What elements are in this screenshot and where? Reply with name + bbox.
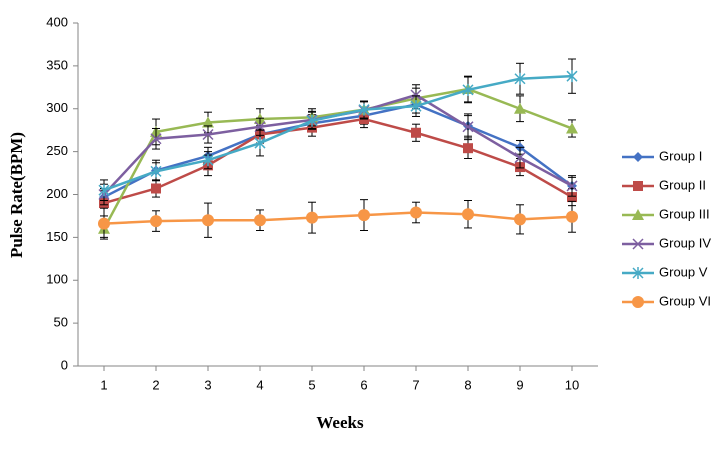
series-line — [102, 87, 573, 230]
legend-label: Group I — [659, 148, 702, 163]
marker — [358, 103, 370, 116]
marker — [150, 133, 162, 145]
marker — [514, 72, 526, 85]
y-axis-title: Pulse Rate(BPM) — [7, 132, 26, 258]
marker — [151, 183, 161, 194]
marker — [410, 89, 422, 101]
series-line — [103, 103, 573, 199]
marker — [306, 211, 318, 224]
x-tick-label: 5 — [308, 377, 315, 392]
marker — [254, 214, 266, 227]
marker — [632, 267, 644, 279]
x-tick-label: 10 — [565, 377, 579, 392]
y-tick-label: 250 — [46, 143, 68, 158]
legend-label: Group II — [659, 177, 706, 192]
y-tick-label: 200 — [46, 186, 68, 201]
marker — [514, 152, 526, 164]
marker — [202, 116, 214, 128]
x-tick-label: 6 — [360, 377, 367, 392]
x-axis-title: Weeks — [316, 413, 364, 432]
marker — [410, 206, 422, 219]
y-tick-label: 0 — [61, 357, 68, 372]
marker — [566, 180, 578, 192]
marker — [462, 121, 474, 133]
x-tick-label: 3 — [204, 377, 211, 392]
marker — [462, 83, 474, 96]
marker — [411, 127, 421, 138]
marker — [306, 114, 318, 127]
x-tick-label: 2 — [152, 377, 159, 392]
marker — [254, 137, 266, 150]
marker — [632, 238, 644, 250]
legend-label: Group V — [659, 264, 708, 279]
marker — [566, 70, 578, 83]
y-tick-label: 300 — [46, 100, 68, 115]
marker — [632, 209, 644, 220]
marker — [150, 165, 162, 178]
marker — [462, 208, 474, 221]
y-tick-label: 50 — [54, 315, 68, 330]
x-tick-label: 8 — [464, 377, 471, 392]
marker — [567, 192, 577, 203]
marker — [633, 152, 643, 162]
y-tick-label: 150 — [46, 229, 68, 244]
x-tick-label: 1 — [100, 377, 107, 392]
marker — [150, 215, 162, 228]
marker — [358, 209, 370, 222]
marker — [514, 102, 526, 114]
legend-label: Group VI — [659, 293, 711, 308]
marker — [98, 184, 110, 197]
marker — [98, 217, 110, 230]
series-line — [103, 117, 573, 205]
marker — [202, 154, 214, 167]
marker — [566, 210, 578, 223]
marker — [566, 122, 578, 134]
marker — [463, 143, 473, 154]
x-tick-label: 7 — [412, 377, 419, 392]
y-tick-label: 350 — [46, 57, 68, 72]
marker — [632, 296, 644, 308]
marker — [202, 214, 214, 227]
marker — [633, 181, 643, 191]
x-tick-label: 4 — [256, 377, 263, 392]
legend-label: Group IV — [659, 235, 711, 250]
series-line — [103, 74, 573, 192]
series-line — [103, 211, 573, 225]
marker — [514, 213, 526, 226]
marker — [202, 128, 214, 141]
y-tick-label: 400 — [46, 14, 68, 29]
legend-label: Group III — [659, 206, 710, 221]
x-tick-label: 9 — [516, 377, 523, 392]
y-tick-label: 100 — [46, 272, 68, 287]
marker — [410, 100, 422, 113]
